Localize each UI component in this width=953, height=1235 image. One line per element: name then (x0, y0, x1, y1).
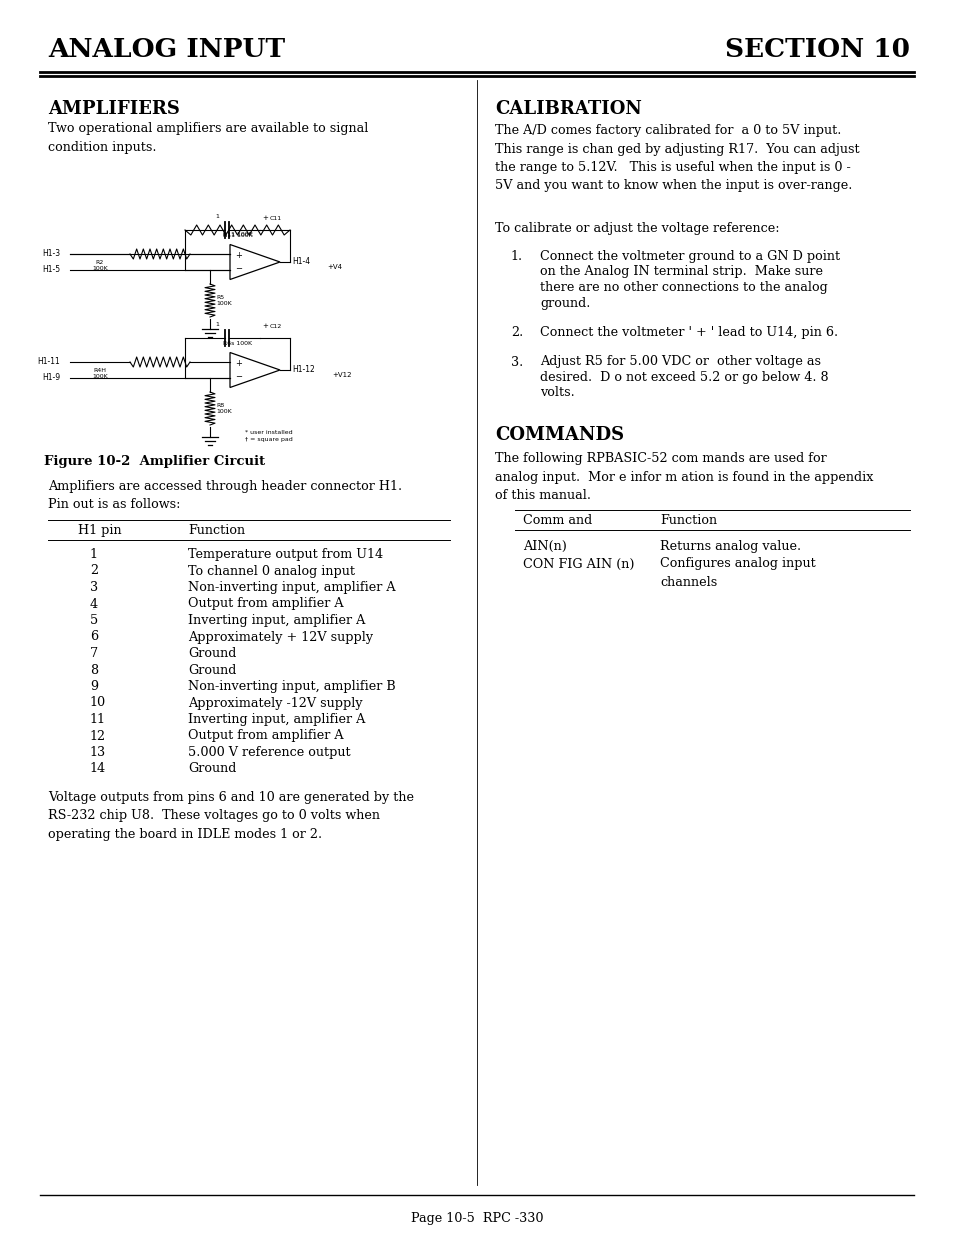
Text: Output from amplifier A: Output from amplifier A (188, 598, 343, 610)
Text: on the Analog IN terminal strip.  Make sure: on the Analog IN terminal strip. Make su… (539, 266, 822, 279)
Text: 3: 3 (90, 580, 98, 594)
Text: ground.: ground. (539, 296, 590, 310)
Text: Non-inverting input, amplifier A: Non-inverting input, amplifier A (188, 580, 395, 594)
Text: R11 100K: R11 100K (222, 232, 253, 237)
Text: CON FIG AIN (n): CON FIG AIN (n) (522, 557, 634, 571)
Text: 9: 9 (90, 680, 98, 693)
Text: 6: 6 (90, 631, 98, 643)
Text: C12: C12 (270, 324, 282, 329)
Text: 100K: 100K (92, 266, 108, 270)
Text: Adjust R5 for 5.00 VDC or  other voltage as: Adjust R5 for 5.00 VDC or other voltage … (539, 356, 821, 368)
Text: H1-5: H1-5 (42, 266, 60, 274)
Text: The A/D comes factory calibrated for  a 0 to 5V input.
This range is chan ged by: The A/D comes factory calibrated for a 0… (495, 124, 859, 193)
Text: Ground: Ground (188, 762, 236, 776)
Text: Returns analog value.: Returns analog value. (659, 540, 801, 553)
Text: 1: 1 (90, 548, 98, 561)
Text: +: + (262, 324, 268, 329)
Text: R2: R2 (95, 261, 104, 266)
Text: +V4: +V4 (327, 264, 341, 270)
Text: Ground: Ground (188, 663, 236, 677)
Text: 10: 10 (90, 697, 106, 709)
Text: +: + (262, 215, 268, 221)
Text: +: + (234, 358, 242, 368)
Text: 8: 8 (90, 663, 98, 677)
Text: 1: 1 (214, 214, 218, 219)
Text: Connect the voltmeter ground to a GN D point: Connect the voltmeter ground to a GN D p… (539, 249, 840, 263)
Text: SECTION 10: SECTION 10 (724, 37, 909, 62)
Text: Two operational amplifiers are available to signal
condition inputs.: Two operational amplifiers are available… (48, 122, 368, 153)
Text: * user installed
† = square pad: * user installed † = square pad (245, 430, 293, 442)
Text: 5: 5 (90, 614, 98, 627)
Text: Comm and: Comm and (522, 514, 592, 527)
Text: there are no other connections to the analog: there are no other connections to the an… (539, 282, 827, 294)
Text: Connect the voltmeter ' + ' lead to U14, pin 6.: Connect the voltmeter ' + ' lead to U14,… (539, 326, 838, 338)
Text: +: + (234, 251, 242, 259)
Text: COMMANDS: COMMANDS (495, 426, 623, 445)
Text: volts.: volts. (539, 387, 574, 399)
Text: H1-11: H1-11 (37, 357, 60, 367)
Text: 7: 7 (90, 647, 98, 659)
Text: Ground: Ground (188, 647, 236, 659)
Text: 1.: 1. (511, 249, 522, 263)
Text: 5.000 V reference output: 5.000 V reference output (188, 746, 351, 760)
Text: Amplifiers are accessed through header connector H1.
Pin out is as follows:: Amplifiers are accessed through header c… (48, 480, 402, 511)
Text: Voltage outputs from pins 6 and 10 are generated by the
RS-232 chip U8.  These v: Voltage outputs from pins 6 and 10 are g… (48, 790, 414, 841)
Text: H1-12: H1-12 (292, 366, 314, 374)
Text: 13: 13 (90, 746, 106, 760)
Text: 2: 2 (90, 564, 98, 578)
Text: 2.: 2. (511, 326, 522, 338)
Text: 1: 1 (214, 322, 218, 327)
Text: Figure 10-2  Amplifier Circuit: Figure 10-2 Amplifier Circuit (45, 454, 265, 468)
Text: H1-4: H1-4 (292, 258, 310, 267)
Text: Inverting input, amplifier A: Inverting input, amplifier A (188, 614, 365, 627)
Text: 100K: 100K (92, 374, 108, 379)
Text: R8
100K: R8 100K (215, 403, 232, 414)
Text: −: − (234, 373, 242, 382)
Text: AIN(n): AIN(n) (522, 540, 566, 553)
Text: H1-3: H1-3 (42, 249, 60, 258)
Text: 4: 4 (90, 598, 98, 610)
Text: Temperature output from U14: Temperature output from U14 (188, 548, 383, 561)
Text: 11: 11 (90, 713, 106, 726)
Text: R6s 100K: R6s 100K (223, 341, 252, 346)
Text: Inverting input, amplifier A: Inverting input, amplifier A (188, 713, 365, 726)
Text: CALIBRATION: CALIBRATION (495, 100, 641, 119)
Text: Non-inverting input, amplifier B: Non-inverting input, amplifier B (188, 680, 395, 693)
Text: To calibrate or adjust the voltage reference:: To calibrate or adjust the voltage refer… (495, 222, 779, 235)
Text: Approximately -12V supply: Approximately -12V supply (188, 697, 362, 709)
Text: desired.  D o not exceed 5.2 or go below 4. 8: desired. D o not exceed 5.2 or go below … (539, 370, 828, 384)
Text: Approximately + 12V supply: Approximately + 12V supply (188, 631, 373, 643)
Text: Output from amplifier A: Output from amplifier A (188, 730, 343, 742)
Text: +V12: +V12 (332, 372, 351, 378)
Text: ANALOG INPUT: ANALOG INPUT (48, 37, 285, 62)
Text: The following RPBASIC-52 com mands are used for
analog input.  Mor e infor m ati: The following RPBASIC-52 com mands are u… (495, 452, 873, 501)
Text: H1-9: H1-9 (42, 373, 60, 383)
Text: R5
100K: R5 100K (215, 295, 232, 306)
Text: C11: C11 (270, 216, 282, 221)
Text: −: − (234, 264, 242, 273)
Text: 12: 12 (90, 730, 106, 742)
Text: R11 100K: R11 100K (222, 233, 253, 238)
Text: To channel 0 analog input: To channel 0 analog input (188, 564, 355, 578)
Text: 3.: 3. (511, 356, 522, 368)
Text: Function: Function (659, 514, 717, 527)
Text: 14: 14 (90, 762, 106, 776)
Text: Configures analog input
channels: Configures analog input channels (659, 557, 815, 589)
Text: AMPLIFIERS: AMPLIFIERS (48, 100, 180, 119)
Text: R4H: R4H (93, 368, 107, 373)
Text: Page 10-5  RPC -330: Page 10-5 RPC -330 (411, 1212, 542, 1225)
Text: H1 pin: H1 pin (78, 524, 121, 537)
Text: Function: Function (188, 524, 245, 537)
